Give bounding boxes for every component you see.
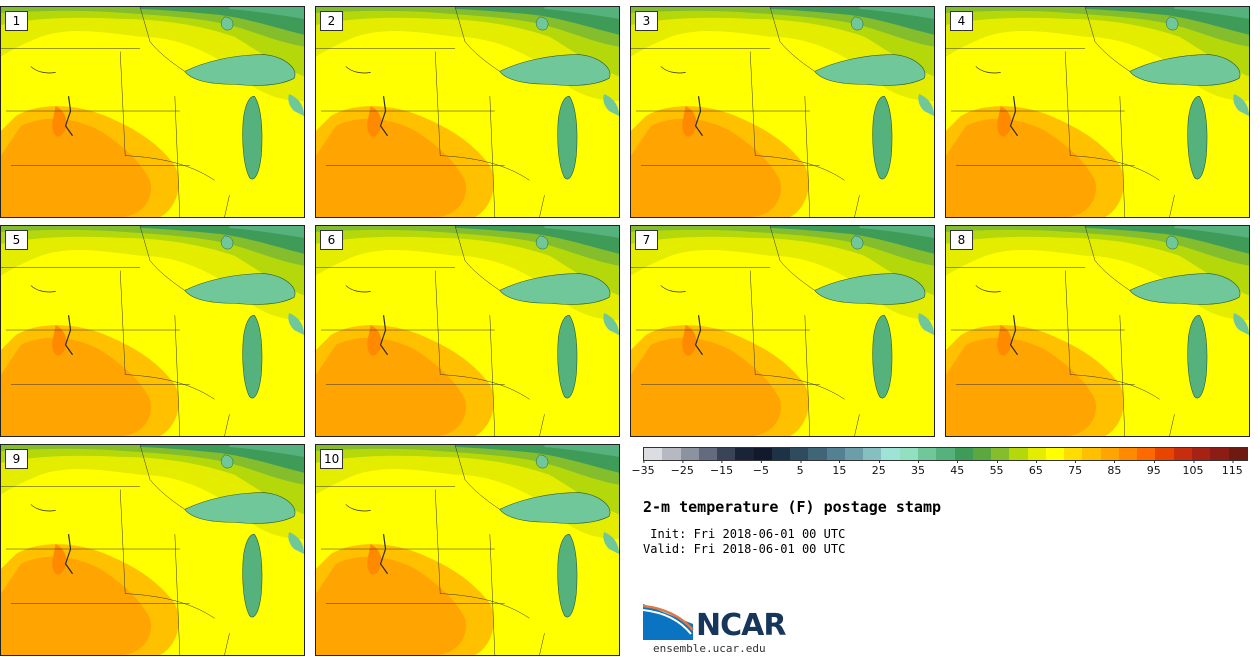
map-panel: 4 [945,6,1250,218]
colorbar-segment [753,448,772,460]
colorbar-segment [1064,448,1083,460]
panel-number: 5 [5,230,28,250]
map-panel: 6 [315,225,620,437]
map-panel: 9 [0,444,305,656]
colorbar-segment [972,448,992,460]
colorbar-segment [1210,448,1229,460]
colorbar-tick: 45 [950,460,965,477]
colorbar-tick: 35 [911,460,925,477]
colorbar-segment [844,448,864,460]
panel-number: 4 [950,11,973,31]
map-panel: 1 [0,6,305,218]
colorbar-segment [1155,448,1174,460]
panel-number: 7 [635,230,658,250]
colorbar-tick: 95 [1146,460,1161,477]
colorbar-tick: −35 [631,460,655,477]
colorbar-segment [1191,448,1211,460]
colorbar-segment [1118,448,1138,460]
colorbar-segment [881,448,900,460]
map-panel: 8 [945,225,1250,437]
colorbar-tick: −5 [752,460,769,477]
panel-number: 8 [950,230,973,250]
panel-number: 2 [320,11,343,31]
map-title: 2-m temperature (F) postage stamp [643,498,942,516]
colorbar-tick: 75 [1068,460,1083,477]
colorbar-segment [1045,448,1065,460]
colorbar-tick: 105 [1182,460,1204,477]
map-panel: 3 [630,6,935,218]
colorbar-tick: 65 [1028,460,1043,477]
colorbar-segment [1228,448,1247,460]
colorbar-segment [991,448,1010,460]
colorbar-segment [1082,448,1101,460]
colorbar-segment [826,448,845,460]
colorbar-tick: −25 [670,460,694,477]
map-panel: 2 [315,6,620,218]
temperature-colorbar [643,447,1248,461]
colorbar-tick: 15 [832,460,847,477]
panel-number: 10 [320,449,344,469]
colorbar-segment [1009,448,1028,460]
colorbar-tick: 25 [871,460,886,477]
colorbar-segment [680,448,699,460]
colorbar-tick: 85 [1107,460,1122,477]
colorbar-segment [735,448,754,460]
colorbar-segment [1137,448,1156,460]
valid-time: Valid: Fri 2018-06-01 00 UTC [643,542,846,556]
colorbar-segment [899,448,918,460]
site-url: ensemble.ucar.edu [653,642,766,655]
colorbar-segment [662,448,681,460]
ncar-logo-text: NCAR [696,608,786,643]
colorbar-segment [863,448,882,460]
colorbar-tick: 55 [989,460,1004,477]
colorbar-segment [1173,448,1192,460]
colorbar-tick: 115 [1221,460,1243,477]
map-panel: 5 [0,225,305,437]
map-panel: 10 [315,444,620,656]
colorbar-segment [771,448,791,460]
ncar-logo-icon [643,604,694,640]
colorbar-tick-labels: −35 −25 −15 −5 5 15 25 35 45 55 65 75 85 95 105 115 [631,460,1248,480]
colorbar-segment [698,448,718,460]
colorbar-segment [1027,448,1046,460]
colorbar-segment [790,448,809,460]
colorbar-tick: 5 [796,460,804,477]
panel-number: 3 [635,11,658,31]
panel-number: 1 [5,11,28,31]
init-time: Init: Fri 2018-06-01 00 UTC [643,527,846,541]
map-panel: 7 [630,225,935,437]
colorbar-segment [1100,448,1119,460]
colorbar-segment [936,448,955,460]
colorbar-segment [808,448,827,460]
colorbar-tick: −15 [709,460,734,477]
panel-number: 6 [320,230,343,250]
colorbar-segment [954,448,973,460]
colorbar-segment [644,448,663,460]
panel-number: 9 [5,449,28,469]
colorbar-segment [917,448,937,460]
colorbar-segment [717,448,736,460]
